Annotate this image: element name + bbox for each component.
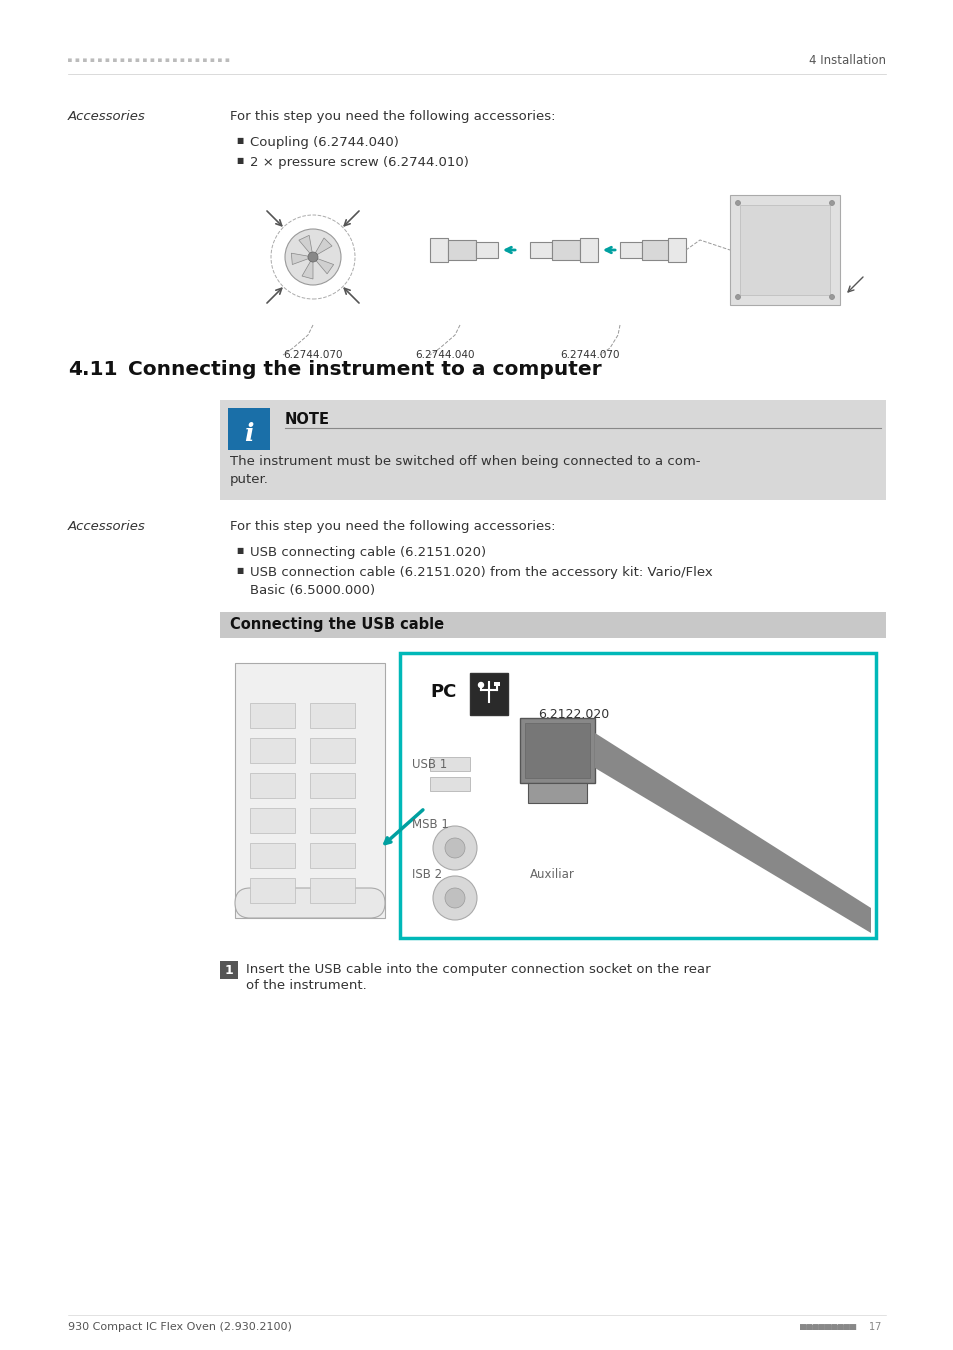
Text: Accessories: Accessories — [68, 520, 146, 533]
Text: ■ ■ ■ ■ ■ ■ ■ ■ ■ ■ ■ ■ ■ ■ ■ ■ ■ ■ ■ ■ ■ ■: ■ ■ ■ ■ ■ ■ ■ ■ ■ ■ ■ ■ ■ ■ ■ ■ ■ ■ ■ ■ … — [68, 58, 233, 62]
Bar — [729, 194, 840, 305]
Circle shape — [478, 683, 483, 687]
Text: 6.2122.020: 6.2122.020 — [537, 707, 609, 721]
Bar — [448, 240, 476, 261]
Polygon shape — [315, 238, 332, 255]
Text: Basic (6.5000.000): Basic (6.5000.000) — [250, 585, 375, 597]
Bar — [250, 878, 294, 903]
Polygon shape — [302, 262, 313, 279]
Text: Coupling (6.2744.040): Coupling (6.2744.040) — [250, 136, 398, 148]
Text: USB 1: USB 1 — [412, 757, 447, 771]
Text: USB connection cable (6.2151.020) from the accessory kit: Vario/Flex: USB connection cable (6.2151.020) from t… — [250, 566, 712, 579]
Bar — [250, 738, 294, 763]
Bar — [310, 774, 355, 798]
Bar — [250, 703, 294, 728]
Bar — [430, 238, 448, 262]
Bar — [527, 783, 586, 803]
Bar — [641, 240, 669, 261]
Bar — [494, 682, 499, 686]
Text: 4 Installation: 4 Installation — [808, 54, 885, 66]
Circle shape — [433, 826, 476, 869]
Bar — [579, 238, 598, 262]
Bar — [476, 242, 497, 258]
Circle shape — [735, 201, 740, 205]
Bar — [220, 400, 885, 500]
Text: i: i — [244, 423, 253, 446]
Bar — [310, 809, 355, 833]
Text: Accessories: Accessories — [68, 109, 146, 123]
Text: of the instrument.: of the instrument. — [246, 979, 366, 992]
Text: USB connecting cable (6.2151.020): USB connecting cable (6.2151.020) — [250, 545, 486, 559]
Bar — [220, 961, 237, 979]
Bar — [530, 242, 552, 258]
Bar — [250, 809, 294, 833]
Text: 2 × pressure screw (6.2744.010): 2 × pressure screw (6.2744.010) — [250, 157, 468, 169]
Polygon shape — [595, 733, 870, 933]
Bar — [228, 408, 270, 450]
Bar — [667, 238, 685, 262]
Text: 1: 1 — [224, 964, 233, 976]
Text: ■: ■ — [235, 545, 243, 555]
Bar — [399, 653, 875, 938]
Text: For this step you need the following accessories:: For this step you need the following acc… — [230, 109, 555, 123]
Bar — [619, 242, 641, 258]
FancyBboxPatch shape — [234, 888, 385, 918]
Bar — [250, 774, 294, 798]
Text: ISB 2: ISB 2 — [412, 868, 441, 882]
Bar — [250, 842, 294, 868]
Bar — [310, 842, 355, 868]
Text: 6.2744.070: 6.2744.070 — [283, 350, 342, 360]
Bar — [310, 878, 355, 903]
Text: Connecting the instrument to a computer: Connecting the instrument to a computer — [128, 360, 601, 379]
Text: Connecting the USB cable: Connecting the USB cable — [230, 617, 444, 633]
Polygon shape — [298, 235, 312, 254]
Text: For this step you need the following accessories:: For this step you need the following acc… — [230, 520, 555, 533]
Bar — [740, 205, 829, 296]
Circle shape — [828, 201, 834, 205]
Circle shape — [285, 230, 340, 285]
Text: Auxiliar: Auxiliar — [530, 868, 575, 882]
Bar — [552, 240, 579, 261]
Circle shape — [444, 838, 464, 859]
Text: MSB 1: MSB 1 — [412, 818, 449, 832]
Bar — [310, 738, 355, 763]
Text: NOTE: NOTE — [285, 412, 330, 427]
Text: 930 Compact IC Flex Oven (2.930.2100): 930 Compact IC Flex Oven (2.930.2100) — [68, 1322, 292, 1332]
Bar — [524, 724, 589, 778]
Bar — [310, 703, 355, 728]
Circle shape — [308, 252, 317, 262]
Text: ■: ■ — [235, 157, 243, 165]
Text: ■: ■ — [235, 136, 243, 144]
Text: ■: ■ — [235, 566, 243, 575]
Bar — [430, 778, 470, 791]
Text: 4.11: 4.11 — [68, 360, 117, 379]
Bar — [519, 718, 595, 783]
Polygon shape — [315, 259, 334, 274]
Circle shape — [444, 888, 464, 909]
Bar — [430, 757, 470, 771]
Circle shape — [828, 294, 834, 300]
Text: The instrument must be switched off when being connected to a com-: The instrument must be switched off when… — [230, 455, 700, 468]
Text: ■■■■■■■■■  17: ■■■■■■■■■ 17 — [799, 1322, 880, 1332]
Text: 6.2744.070: 6.2744.070 — [559, 350, 618, 360]
Text: Insert the USB cable into the computer connection socket on the rear: Insert the USB cable into the computer c… — [246, 963, 710, 976]
Text: PC: PC — [430, 683, 456, 701]
Text: 6.2744.040: 6.2744.040 — [415, 350, 474, 360]
Polygon shape — [291, 254, 308, 265]
Text: puter.: puter. — [230, 472, 269, 486]
Circle shape — [735, 294, 740, 300]
Circle shape — [433, 876, 476, 919]
Bar — [220, 648, 885, 944]
Bar — [470, 674, 507, 716]
Bar — [220, 612, 885, 639]
Bar — [234, 663, 385, 918]
